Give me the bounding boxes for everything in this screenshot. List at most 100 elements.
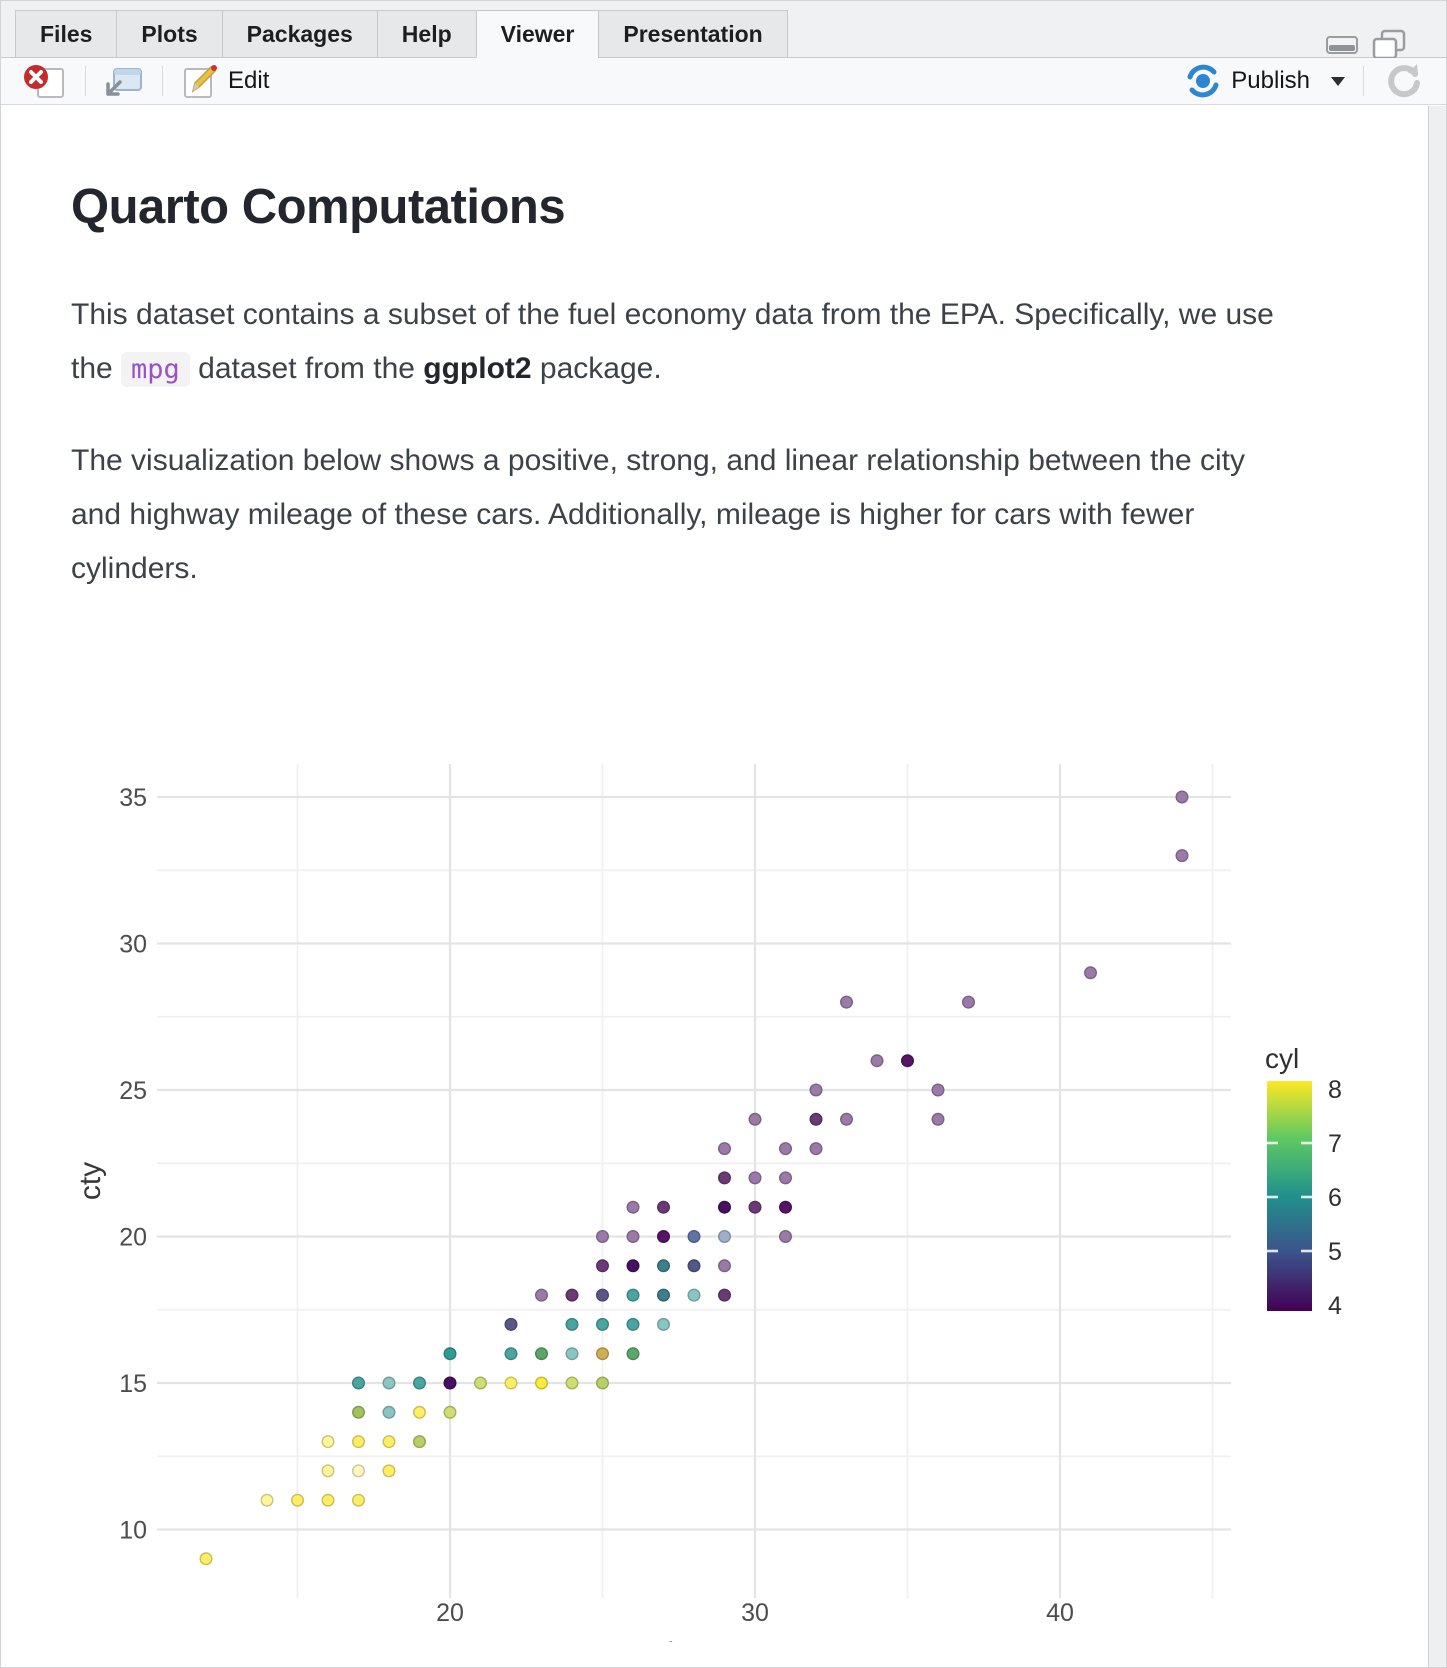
data-point — [443, 1405, 457, 1419]
tab-presentation[interactable]: Presentation — [598, 10, 788, 58]
data-point — [352, 1493, 366, 1507]
data-point — [1175, 849, 1189, 863]
data-point — [535, 1288, 549, 1302]
legend-tick-label: 7 — [1328, 1130, 1342, 1158]
data-point — [626, 1317, 640, 1331]
refresh-icon — [1388, 64, 1420, 98]
data-point — [291, 1493, 305, 1507]
data-point — [748, 1112, 762, 1126]
x-tick-label: 30 — [741, 1599, 769, 1627]
minimize-pane-icon[interactable] — [1326, 36, 1358, 59]
y-axis-title: cty — [74, 1162, 107, 1200]
publish-dropdown-caret[interactable] — [1331, 76, 1345, 86]
pane-tabstrip: Files Plots Packages Help Viewer Presentation — [1, 1, 1446, 60]
data-point — [382, 1376, 396, 1390]
data-point — [382, 1435, 396, 1449]
data-point — [413, 1405, 427, 1419]
data-point — [779, 1200, 793, 1214]
tab-viewer[interactable]: Viewer — [475, 10, 599, 58]
data-point — [931, 1083, 945, 1097]
data-point — [596, 1259, 610, 1273]
legend-tick-label: 6 — [1328, 1184, 1342, 1212]
tab-plots[interactable]: Plots — [116, 10, 222, 58]
publish-button-label: Publish — [1231, 67, 1310, 94]
data-point — [352, 1435, 366, 1449]
data-point — [1175, 790, 1189, 804]
data-point — [626, 1347, 640, 1361]
y-tick-label: 10 — [119, 1517, 147, 1545]
data-point — [504, 1347, 518, 1361]
data-point — [840, 995, 854, 1009]
data-point — [565, 1317, 579, 1331]
data-point — [901, 1054, 915, 1068]
toolbar-separator — [85, 66, 86, 96]
y-tick-label: 15 — [119, 1370, 147, 1398]
data-point — [748, 1200, 762, 1214]
data-point — [565, 1347, 579, 1361]
data-point — [718, 1200, 732, 1214]
data-point — [870, 1054, 884, 1068]
data-point — [443, 1376, 457, 1390]
tab-help[interactable]: Help — [376, 10, 476, 58]
y-tick-label: 25 — [119, 1077, 147, 1105]
data-point — [413, 1376, 427, 1390]
edit-button[interactable]: Edit — [175, 60, 275, 102]
data-point — [596, 1347, 610, 1361]
paragraph-1-text: dataset from the — [189, 352, 424, 385]
refresh-button[interactable] — [1376, 58, 1430, 104]
data-point — [657, 1200, 671, 1214]
clear-viewer-button[interactable] — [17, 59, 73, 103]
legend-tick-label: 4 — [1328, 1292, 1342, 1320]
right-scroll-gutter[interactable] — [1428, 106, 1446, 1667]
data-point — [321, 1435, 335, 1449]
open-in-new-window-icon — [106, 68, 142, 96]
data-point — [718, 1229, 732, 1243]
data-point — [443, 1347, 457, 1361]
data-point — [809, 1112, 823, 1126]
data-point — [687, 1259, 701, 1273]
open-in-new-window-button[interactable] — [98, 61, 150, 101]
data-point — [779, 1142, 793, 1156]
data-point — [687, 1288, 701, 1302]
viewer-toolbar: Edit Publish — [1, 58, 1446, 105]
scatter-plot-figure: 20 30 40 10 15 20 25 30 35 hwy cty cyl 8 7 6 5 4 — [1, 582, 1431, 1667]
data-point — [779, 1229, 793, 1243]
x-tick-label: 20 — [436, 1599, 464, 1627]
publish-button[interactable]: Publish — [1178, 59, 1351, 103]
toolbar-separator — [1363, 66, 1364, 96]
data-point — [596, 1317, 610, 1331]
data-point — [748, 1171, 762, 1185]
data-point — [413, 1435, 427, 1449]
data-point — [321, 1464, 335, 1478]
data-point — [1083, 966, 1097, 980]
tab-packages[interactable]: Packages — [221, 10, 377, 58]
x-tick-label: 40 — [1046, 1599, 1074, 1627]
data-point — [657, 1259, 671, 1273]
inline-code-mpg: mpg — [121, 352, 190, 387]
y-tick-label: 30 — [119, 931, 147, 959]
maximize-pane-icon[interactable] — [1372, 29, 1406, 66]
data-point — [809, 1142, 823, 1156]
tab-files[interactable]: Files — [15, 10, 117, 58]
x-axis-title: hwy — [667, 1637, 720, 1642]
data-point — [352, 1464, 366, 1478]
data-point — [535, 1347, 549, 1361]
data-point — [504, 1317, 518, 1331]
data-point — [626, 1229, 640, 1243]
data-point — [962, 995, 976, 1009]
paragraph-2: The visualization below shows a positive… — [71, 444, 1245, 585]
data-point — [535, 1376, 549, 1390]
data-point — [718, 1142, 732, 1156]
data-point — [474, 1376, 488, 1390]
paragraph-1: This dataset contains a subset of the fu… — [71, 288, 1291, 397]
legend-title: cyl — [1265, 1043, 1299, 1074]
window-controls — [1326, 29, 1406, 66]
toolbar-separator — [162, 66, 163, 96]
legend-tick-label: 5 — [1328, 1238, 1342, 1266]
data-point — [565, 1288, 579, 1302]
data-point — [809, 1083, 823, 1097]
data-point — [718, 1288, 732, 1302]
data-point — [931, 1112, 945, 1126]
data-point — [779, 1171, 793, 1185]
